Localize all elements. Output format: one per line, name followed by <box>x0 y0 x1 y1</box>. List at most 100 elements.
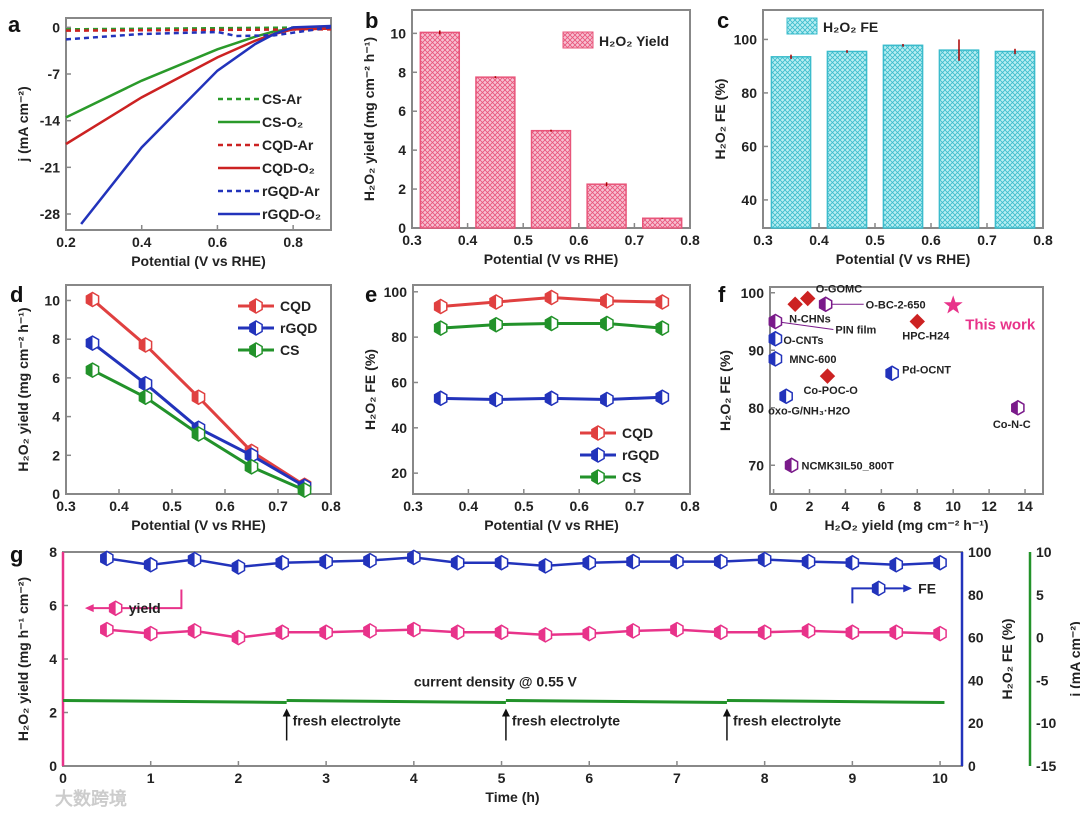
y-tick-label: -28 <box>40 206 60 222</box>
data-point <box>600 391 614 408</box>
x-tick-label: 6 <box>877 498 885 514</box>
y-tick-label-fe: 40 <box>968 672 984 688</box>
legend-label: CQD-O₂ <box>262 160 315 176</box>
data-point <box>713 553 728 570</box>
legend-label-fe: FE <box>918 580 936 596</box>
data-point <box>275 554 290 571</box>
y-axis-label: H₂O₂ FE (%) <box>712 79 728 160</box>
y-tick-label: 4 <box>49 651 57 667</box>
y-tick-label: 70 <box>748 457 764 473</box>
data-point <box>363 552 377 569</box>
series-line-CQD-O2 <box>65 27 332 146</box>
data-point <box>768 330 783 347</box>
y-tick-label: 80 <box>391 329 407 345</box>
panel-label-f: f <box>718 282 726 307</box>
bar <box>641 217 683 229</box>
x-tick-label: 9 <box>848 770 856 786</box>
x-tick-label: 7 <box>673 770 681 786</box>
data-point <box>670 553 684 570</box>
plot-frame <box>412 284 691 495</box>
data-point <box>450 624 465 641</box>
legend-label: H₂O₂ Yield <box>599 33 669 49</box>
x-tick-label: 0.3 <box>56 498 76 514</box>
current-density-line <box>286 698 506 704</box>
y-tick-label: 100 <box>384 284 408 300</box>
x-tick-label: 8 <box>761 770 769 786</box>
data-point <box>138 375 153 392</box>
panel-label-b: b <box>365 8 378 33</box>
data-point <box>909 313 925 330</box>
y-tick-label-fe: 100 <box>968 544 992 560</box>
point-label: PIN film <box>835 325 876 337</box>
data-point <box>433 320 448 336</box>
x-tick-label: 0.6 <box>569 232 589 248</box>
point-label: oxo-G/NH₃·H2O <box>768 405 851 417</box>
data-point <box>244 459 259 475</box>
data-point <box>231 629 246 646</box>
leader-line <box>775 321 834 330</box>
y-tick-label: 0 <box>49 758 57 774</box>
y-tick-label: 90 <box>748 342 764 358</box>
fe-legend-arrow <box>851 587 905 604</box>
x-tick-label: 0.4 <box>809 232 829 248</box>
data-point <box>655 294 670 310</box>
bar <box>770 56 812 229</box>
bar <box>530 129 572 229</box>
data-point <box>889 556 904 573</box>
panel-d: 0.3 0.4 0.5 0.6 0.7 0.8 0 2 4 6 8 10 Potential (V vs… <box>15 284 341 533</box>
yield-line <box>106 628 941 639</box>
x-tick-label: 0 <box>770 498 778 514</box>
panel-label-d: d <box>10 282 23 307</box>
point-label: O-BC-2-650 <box>866 299 926 311</box>
x-axis-label: Time (h) <box>485 789 539 805</box>
series-line-rGQD-O2 <box>80 24 332 225</box>
x-axis-label: Potential (V vs RHE) <box>484 517 619 533</box>
legend-label: rGQD <box>622 447 659 463</box>
data-point <box>100 550 114 567</box>
data-point <box>85 291 100 308</box>
data-point <box>489 316 503 333</box>
data-point <box>801 623 816 639</box>
data-point <box>489 294 503 310</box>
x-tick-label: 6 <box>585 770 593 786</box>
bar <box>882 44 924 229</box>
point-label: NCMK3IL50_800T <box>802 460 895 472</box>
x-tick-label: 0.5 <box>865 232 885 248</box>
bar <box>475 76 516 229</box>
y-tick-label: 6 <box>49 598 57 614</box>
y-tick-label: 40 <box>741 192 757 208</box>
x-tick-label: 0.4 <box>109 498 129 514</box>
y-axis-label: H₂O₂ yield (mg cm⁻² h⁻¹) <box>361 37 377 201</box>
point-label: Pd-OCNT <box>902 364 951 376</box>
y-axis-label: H₂O₂ yield (mg cm⁻² h⁻¹) <box>15 307 31 471</box>
y-axis-label: H₂O₂ FE (%) <box>717 350 733 431</box>
legend-label: CQD <box>280 298 311 314</box>
y-tick-label: 0 <box>398 220 406 236</box>
y-tick-label-fe: 0 <box>968 758 976 774</box>
x-tick-label: 5 <box>498 770 506 786</box>
x-tick-label: 0.6 <box>208 234 228 250</box>
x-tick-label: 0.4 <box>458 232 478 248</box>
point-label: Co-N-C <box>993 419 1031 431</box>
legend-label: CQD-Ar <box>262 137 314 153</box>
current-density-line <box>726 698 945 704</box>
y-tick-label-j: -5 <box>1036 672 1049 688</box>
y-tick-label-j: -15 <box>1036 758 1056 774</box>
series-line-rGQD-Ar <box>65 26 332 41</box>
x-tick-label: 0.4 <box>132 234 152 250</box>
panel-f: 0 2 4 6 8 10 12 14 70 80 90 100 H₂O₂ yield (mg cm⁻² … <box>717 284 1044 533</box>
x-tick-label: 0.3 <box>402 232 422 248</box>
x-tick-label: 0.7 <box>625 232 645 248</box>
y-tick-label-j: 5 <box>1036 587 1044 603</box>
y-tick-label: 0 <box>52 19 60 35</box>
data-point <box>600 315 614 332</box>
legend-label: rGQD-Ar <box>262 183 320 199</box>
plot-frame <box>769 286 1044 495</box>
annotation-label: fresh electrolyte <box>293 712 401 728</box>
data-point <box>138 389 153 406</box>
series-line-CS-Ar <box>65 26 332 31</box>
arrow-head-icon <box>282 708 291 717</box>
x-axis-label: Potential (V vs RHE) <box>484 251 619 267</box>
y-tick-label: 40 <box>391 420 407 436</box>
point-label: N-CHNs <box>789 313 831 325</box>
